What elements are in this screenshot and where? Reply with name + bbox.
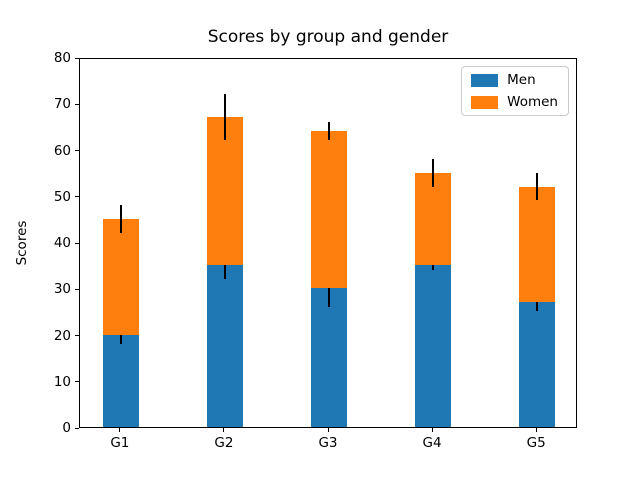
error-bar-women-g5 — [536, 172, 539, 201]
y-tick-mark — [75, 103, 79, 105]
legend-entry-men: Men — [471, 72, 558, 88]
y-tick-label: 10 — [53, 373, 71, 390]
y-tick-label: 60 — [53, 142, 71, 159]
bar-segment-men-g1 — [102, 334, 139, 427]
x-tick-label-g3: G3 — [318, 435, 338, 451]
y-tick-label: 70 — [53, 96, 71, 113]
error-bar-men-g1 — [119, 325, 122, 344]
legend-entry-women: Women — [471, 94, 558, 110]
x-tick-label-g5: G5 — [526, 435, 546, 451]
error-bar-women-g3 — [328, 121, 330, 141]
x-tick-label-g2: G2 — [214, 435, 234, 451]
y-tick-mark — [75, 288, 79, 290]
y-tick-mark — [75, 150, 79, 151]
y-tick-mark — [75, 196, 79, 198]
error-bar-men-g4 — [432, 260, 435, 270]
y-tick-label: 80 — [53, 50, 71, 66]
x-tick-mark — [535, 428, 537, 432]
plot-area: Men Women — [79, 58, 577, 428]
x-tick-mark — [223, 428, 225, 432]
y-tick-mark — [75, 381, 79, 383]
error-bar-women-g2 — [223, 94, 226, 141]
y-tick-label: 50 — [53, 188, 71, 205]
men-swatch-icon — [471, 73, 499, 87]
bar-segment-women-g4 — [415, 172, 452, 266]
bar-segment-women-g5 — [519, 186, 556, 303]
bar-segment-men-g4 — [415, 265, 452, 427]
error-bar-men-g2 — [223, 251, 226, 279]
bar-segment-women-g3 — [311, 131, 347, 289]
women-swatch-icon — [471, 95, 499, 109]
bar-segment-men-g3 — [311, 288, 347, 427]
y-axis-label: Scores — [14, 220, 30, 266]
y-tick-label: 30 — [53, 281, 71, 298]
bar-segment-men-g2 — [206, 265, 243, 427]
bar-segment-men-g5 — [519, 302, 556, 427]
y-tick-label: 0 — [62, 420, 71, 436]
x-tick-label-g1: G1 — [110, 435, 130, 451]
y-tick-label: 40 — [53, 235, 71, 251]
legend-label-women: Women — [507, 94, 558, 110]
error-bar-women-g4 — [432, 158, 435, 187]
error-bar-men-g5 — [536, 292, 539, 312]
y-tick-mark — [75, 335, 79, 336]
bar-segment-women-g1 — [102, 218, 139, 335]
error-bar-women-g1 — [119, 205, 122, 233]
x-tick-mark — [119, 428, 121, 432]
error-bar-men-g3 — [328, 269, 330, 307]
x-tick-mark — [327, 428, 329, 432]
bar-segment-women-g2 — [206, 117, 243, 266]
y-tick-mark — [75, 57, 79, 59]
y-tick-mark — [75, 427, 79, 429]
chart-title: Scores by group and gender — [207, 27, 449, 47]
legend-label-men: Men — [507, 72, 536, 88]
y-tick-label: 20 — [53, 327, 71, 344]
y-tick-mark — [75, 242, 79, 244]
x-tick-label-g4: G4 — [422, 435, 442, 451]
legend: Men Women — [461, 66, 569, 116]
x-tick-mark — [431, 428, 433, 432]
